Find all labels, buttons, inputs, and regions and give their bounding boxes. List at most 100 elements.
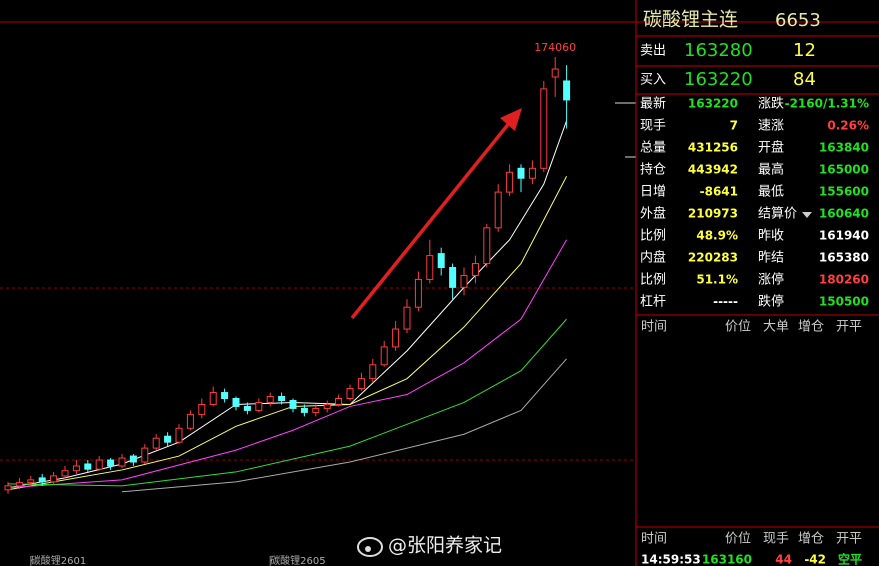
candle-body <box>152 437 160 449</box>
dropdown-icon <box>802 212 812 218</box>
candle-body <box>255 401 263 411</box>
row-label: 跌停 <box>758 294 784 310</box>
candle-body <box>357 378 365 390</box>
candle-body <box>84 463 92 470</box>
row-label: 最高 <box>758 162 784 178</box>
bid-label: 买入 <box>640 73 666 88</box>
row-value: 160640 <box>819 207 869 221</box>
bid-price: 163220 <box>684 69 753 90</box>
tick-header: 开平 <box>836 532 862 547</box>
weibo-icon <box>357 537 383 557</box>
row-value: 443942 <box>688 163 738 177</box>
row-value: 163840 <box>819 141 869 155</box>
row-value: 210973 <box>688 207 738 221</box>
candle-body <box>403 306 411 330</box>
row-label: 比例 <box>640 229 666 244</box>
ask-price: 163280 <box>684 40 753 61</box>
row-label: 最新 <box>640 96 666 112</box>
candle-body <box>471 263 479 276</box>
candle-body <box>563 80 571 101</box>
candle-body <box>494 191 502 229</box>
ma-line <box>7 175 568 491</box>
trend-arrow <box>350 120 512 320</box>
row-value: 431256 <box>688 141 738 155</box>
tick-header: 大单 <box>763 320 789 335</box>
candle-body <box>437 253 445 269</box>
row-label: 涨停 <box>758 272 784 288</box>
tick-header: 现手 <box>763 532 789 547</box>
kline-chart: 碳酸锂2601 碳酸锂2605 174060 <box>0 21 879 566</box>
row-label: 涨跌 <box>758 96 784 112</box>
candle-body <box>312 407 320 413</box>
candle-body <box>483 227 491 265</box>
row-label: 内盘 <box>640 250 666 266</box>
candle-body <box>300 407 308 413</box>
trend-arrowhead <box>500 108 522 131</box>
candle-body <box>517 167 525 179</box>
contract-label: 碳酸锂2605 <box>270 554 325 566</box>
candle-body <box>15 482 23 487</box>
contract-label: 碳酸锂2601 <box>31 554 86 566</box>
candle-body <box>118 457 126 467</box>
tick-header: 增仓 <box>798 320 824 335</box>
candle-body <box>141 447 149 463</box>
row-label: 现手 <box>640 119 666 134</box>
candle-body <box>129 455 137 463</box>
row-value: 150500 <box>819 295 869 309</box>
candle-body <box>346 388 354 400</box>
tick-cell: 44 <box>775 553 792 566</box>
row-value: -2160/1.31% <box>785 97 869 111</box>
candle-body <box>27 479 35 484</box>
watermark-text: @张阳养家记 <box>388 535 502 557</box>
row-value: 163220 <box>688 97 738 111</box>
row-label: 开盘 <box>758 140 784 156</box>
row-label: 昨收 <box>758 229 784 244</box>
candle-body <box>369 364 377 380</box>
candle-body <box>414 278 422 308</box>
candle-body <box>335 398 343 405</box>
candle-body <box>186 413 194 429</box>
candle-body <box>323 403 331 409</box>
candle-body <box>61 470 69 477</box>
candle-body <box>38 477 46 483</box>
row-value: 220283 <box>688 251 738 265</box>
candle-body <box>107 459 115 467</box>
candle-body <box>289 399 297 409</box>
ma-line <box>7 318 567 487</box>
candle-body <box>198 403 206 415</box>
row-value: 161940 <box>819 229 869 243</box>
row-label: 外盘 <box>640 206 666 222</box>
row-value: 165380 <box>819 251 869 265</box>
row-label: 日增 <box>640 185 666 200</box>
row-value: 165000 <box>819 163 869 177</box>
candle-body <box>243 405 251 411</box>
candle-body <box>175 427 183 443</box>
candle-body <box>460 274 468 288</box>
ask-volume: 12 <box>793 40 816 61</box>
tick-cell: 14:59:53 <box>641 553 701 566</box>
tick-header: 增仓 <box>798 532 824 547</box>
row-label: 速涨 <box>758 119 784 134</box>
bid-volume: 84 <box>793 69 816 90</box>
candle-body <box>266 396 274 403</box>
candle-body <box>426 255 434 280</box>
candle-body <box>506 171 514 193</box>
candle-body <box>528 167 536 179</box>
tick-cell: -42 <box>804 553 826 566</box>
candle-body <box>72 465 80 472</box>
tick-header: 开平 <box>836 320 862 335</box>
instrument-name: 碳酸锂主连 <box>643 9 738 31</box>
candle-body <box>232 398 240 407</box>
row-label: 昨结 <box>758 251 784 266</box>
ask-label: 卖出 <box>640 44 666 59</box>
candle-body <box>164 435 172 443</box>
candle-body <box>449 267 457 288</box>
row-value: 0.26% <box>827 119 869 133</box>
candle-body <box>209 392 217 405</box>
tick-header: 价位 <box>725 320 751 335</box>
row-label: 最低 <box>758 185 784 200</box>
candle-body <box>4 485 12 491</box>
candle-body <box>540 88 548 169</box>
row-value: -8641 <box>700 185 738 199</box>
